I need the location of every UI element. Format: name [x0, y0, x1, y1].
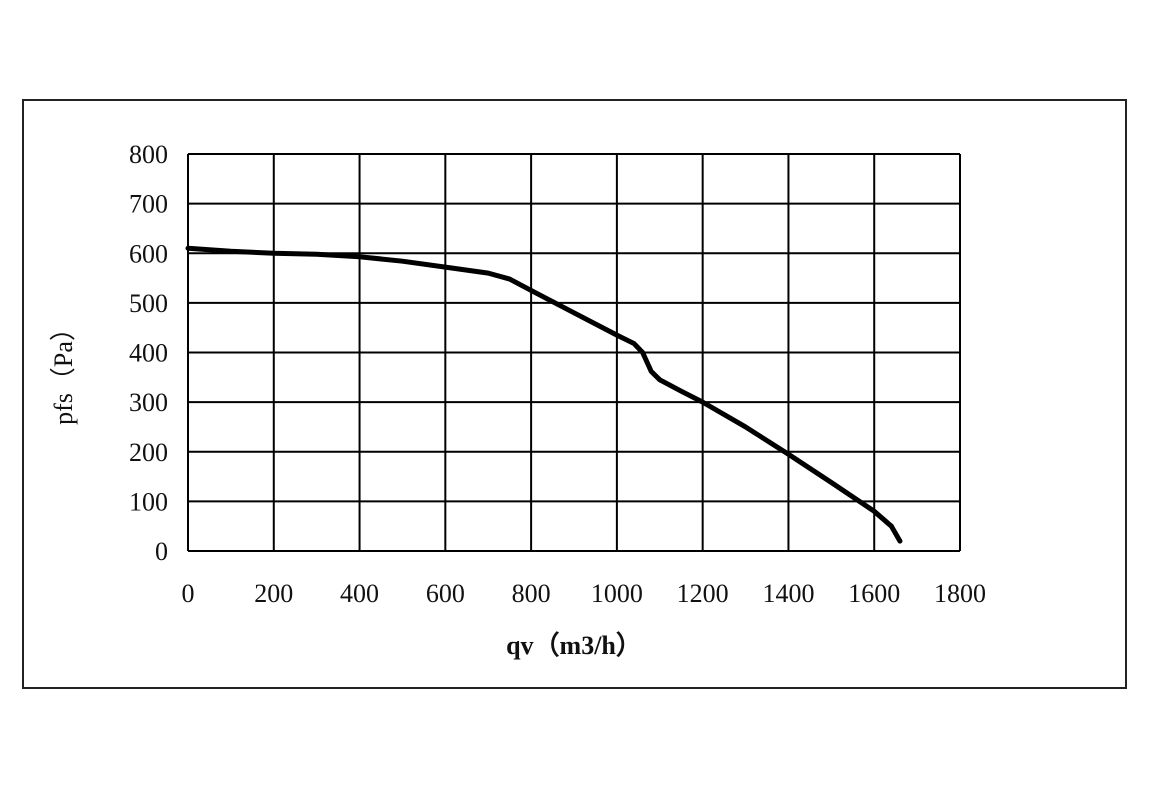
- x-tick-label: 800: [512, 579, 551, 608]
- y-axis-label: pfs（Pa）: [49, 315, 78, 425]
- y-tick-label: 300: [129, 388, 168, 417]
- x-tick-label: 1200: [677, 579, 729, 608]
- series-line: [185, 245, 903, 544]
- x-tick-label: 1800: [934, 579, 986, 608]
- grid: [187, 153, 961, 552]
- y-tick-label: 700: [129, 190, 168, 219]
- y-tick-label: 400: [129, 339, 168, 368]
- x-tick-label: 400: [340, 579, 379, 608]
- y-tick-label: 500: [129, 289, 168, 318]
- x-tick-label: 1400: [762, 579, 814, 608]
- y-tick-label: 600: [129, 239, 168, 268]
- x-axis-ticks: 0 200 400 600 800 1000 1200 1400 1600 1800: [182, 579, 987, 608]
- x-tick-label: 1000: [591, 579, 643, 608]
- x-tick-label: 1600: [848, 579, 900, 608]
- y-tick-label: 200: [129, 438, 168, 467]
- y-tick-label: 100: [129, 487, 168, 516]
- series-group: [185, 245, 903, 544]
- x-axis-label: qv（m3/h）: [506, 631, 642, 660]
- x-tick-label: 600: [426, 579, 465, 608]
- y-tick-label: 800: [129, 140, 168, 169]
- x-tick-label: 200: [254, 579, 293, 608]
- x-tick-label: 0: [182, 579, 195, 608]
- chart-frame: [22, 99, 1127, 689]
- y-axis-ticks: 0 100 200 300 400 500 600 700 800: [129, 140, 168, 566]
- y-tick-label: 0: [155, 537, 168, 566]
